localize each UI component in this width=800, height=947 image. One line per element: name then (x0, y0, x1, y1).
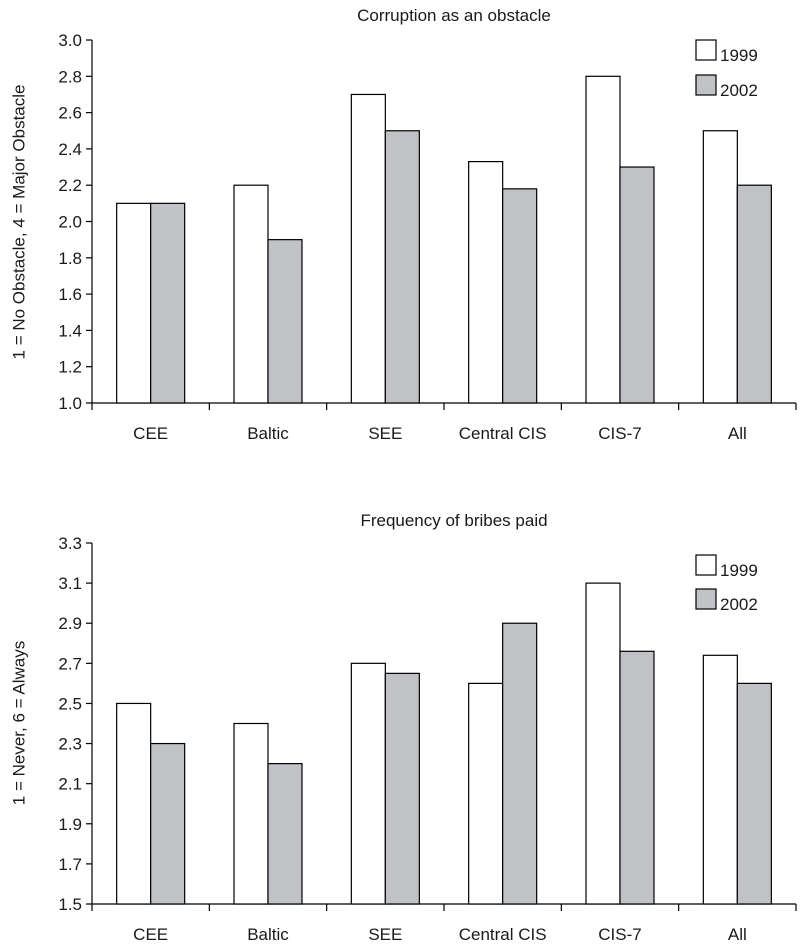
chart2-bar-2002-central-cis (502, 622, 538, 905)
chart1-y-tick-label: 1.6 (58, 285, 82, 304)
chart1-y-axis-label: 1 = No Obstacle, 4 = Major Obstacle (9, 85, 28, 360)
chart1-bar-2002-central-cis (502, 188, 538, 404)
chart2-bar-2002-all (736, 682, 772, 905)
chart2-y-tick-label: 2.9 (58, 614, 82, 633)
chart2-y-tick-label: 1.9 (58, 815, 82, 834)
chart1-bar-1999-cee (116, 202, 152, 404)
chart1-y-tick-label: 2.8 (58, 67, 82, 86)
chart1-y-tick-label: 1.0 (58, 394, 82, 413)
chart2-bar-1999-baltic (233, 722, 269, 905)
chart2-legend-label-2002: 2002 (720, 595, 758, 614)
chart2-category-label: CEE (133, 925, 168, 944)
chart1-title: Corruption as an obstacle (357, 6, 551, 25)
chart1-y-tick-label: 3.0 (58, 31, 82, 50)
chart2-category-label: Central CIS (459, 925, 547, 944)
chart2-bar-1999-cee (116, 702, 152, 905)
chart2-title: Frequency of bribes paid (360, 511, 547, 530)
chart1-legend-swatch-1999 (695, 39, 717, 61)
chart2-bar-2002-see (384, 672, 420, 905)
chart2-legend-swatch-2002 (695, 588, 717, 610)
chart2-legend-label-1999: 1999 (720, 561, 758, 580)
chart1-y-tick-label: 2.4 (58, 140, 82, 159)
chart2-category-label: SEE (368, 925, 402, 944)
chart1-bar-1999-baltic (233, 184, 269, 404)
chart2-y-axis-label: 1 = Never, 6 = Always (9, 641, 28, 805)
chart2-bar-2002-cee (150, 742, 186, 905)
chart1-bar-1999-cis-7 (585, 75, 621, 404)
chart2-y-tick-label: 1.7 (58, 855, 82, 874)
chart1-legend-label-2002: 2002 (720, 81, 758, 100)
chart2-bar-2002-cis-7 (619, 650, 655, 905)
chart1-y-tick-label: 2.2 (58, 176, 82, 195)
chart1-category-label: CIS-7 (598, 424, 641, 443)
chart1-category-label: Baltic (247, 424, 289, 443)
chart1-bar-1999-see (350, 93, 386, 404)
chart1-bar-1999-all (702, 130, 738, 404)
chart2-y-tick-label: 3.1 (58, 574, 82, 593)
chart1-category-label: All (728, 424, 747, 443)
chart1-y-tick-label: 1.8 (58, 249, 82, 268)
chart1-category-label: SEE (368, 424, 402, 443)
chart1-legend-swatch-2002 (695, 74, 717, 96)
chart1-category-label: Central CIS (459, 424, 547, 443)
chart2-legend-swatch-1999 (695, 554, 717, 576)
chart2-y-tick-label: 2.7 (58, 654, 82, 673)
chart2-y-tick-label: 2.3 (58, 735, 82, 754)
chart2-y-tick-label: 2.5 (58, 694, 82, 713)
chart1-y-tick-label: 1.4 (58, 321, 82, 340)
chart1-bar-2002-cis-7 (619, 166, 655, 404)
chart1-bar-2002-all (736, 184, 772, 404)
chart2-y-tick-label: 1.5 (58, 895, 82, 914)
chart2-bar-2002-baltic (267, 763, 303, 905)
chart2-category-label: CIS-7 (598, 925, 641, 944)
chart1-bar-1999-central-cis (468, 161, 504, 404)
chart2-category-label: Baltic (247, 925, 289, 944)
chart1-bar-2002-see (384, 130, 420, 404)
chart1-y-tick-label: 2.0 (58, 213, 82, 232)
chart2-bar-1999-all (702, 654, 738, 905)
chart2-y-tick-label: 2.1 (58, 775, 82, 794)
chart2-y-tick-label: 3.3 (58, 534, 82, 553)
chart2-bar-1999-central-cis (468, 682, 504, 905)
chart2-category-label: All (728, 925, 747, 944)
chart2-bar-1999-cis-7 (585, 582, 621, 905)
chart2-bar-1999-see (350, 662, 386, 905)
chart1-category-label: CEE (133, 424, 168, 443)
chart1-legend-label-1999: 1999 (720, 46, 758, 65)
chart1-y-tick-label: 2.6 (58, 104, 82, 123)
chart1-bar-2002-baltic (267, 239, 303, 404)
chart1-y-tick-label: 1.2 (58, 358, 82, 377)
chart1-bar-2002-cee (150, 202, 186, 404)
